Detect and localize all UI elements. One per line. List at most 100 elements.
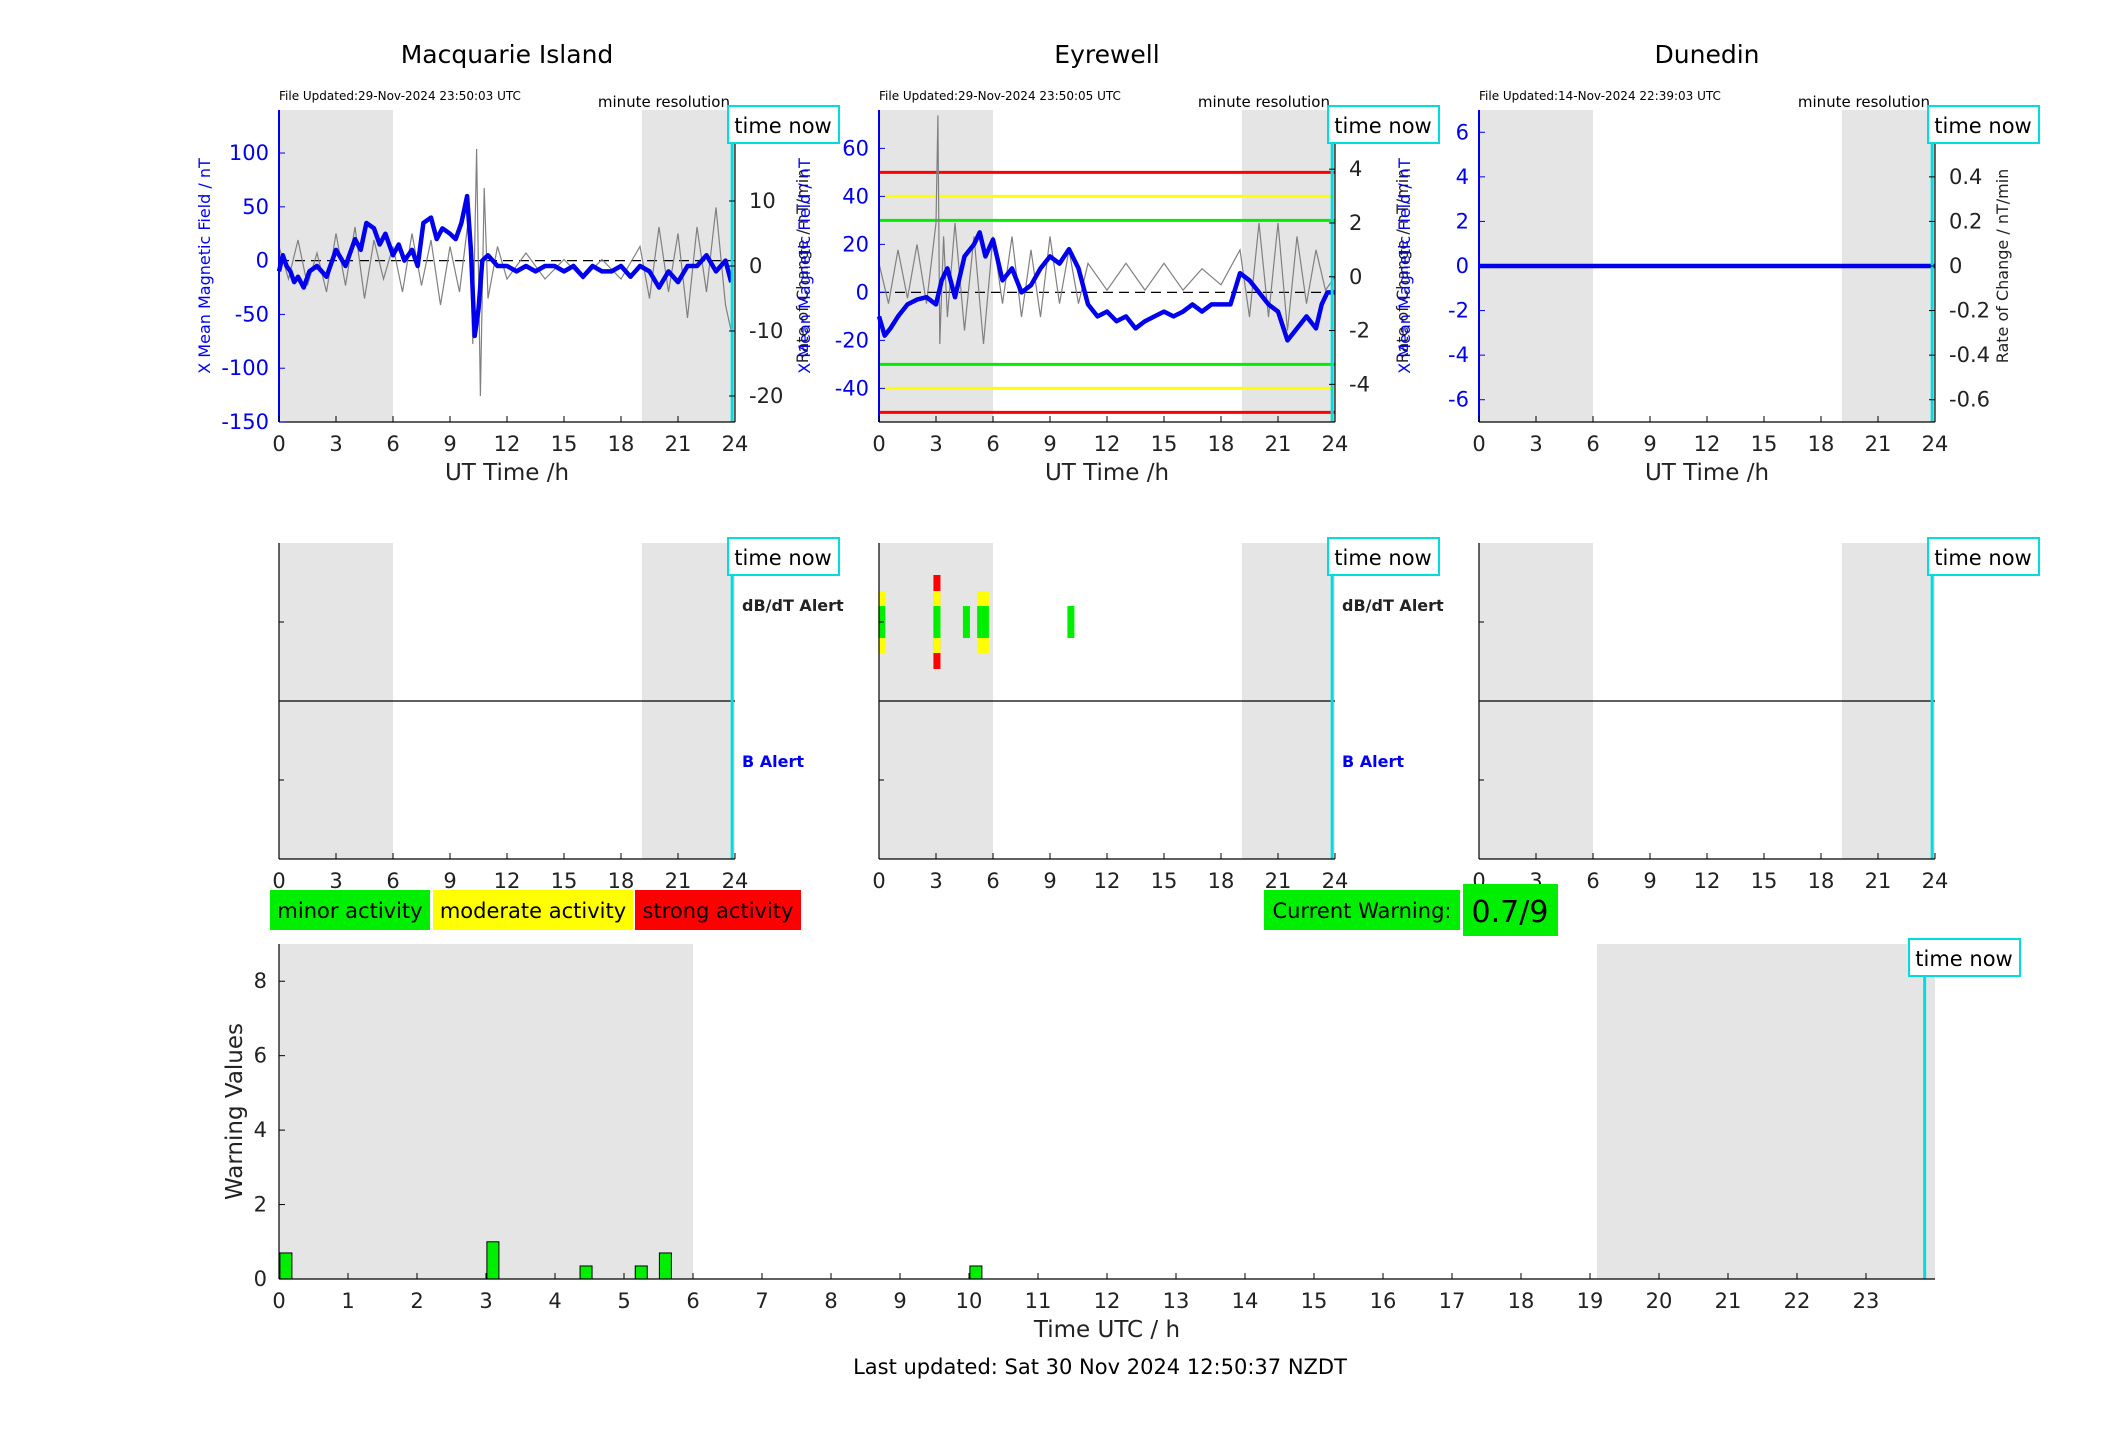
x-tick-label: 9 — [1643, 869, 1656, 893]
y-axis-label: Warning Values — [222, 1023, 248, 1200]
x-tick-label: 12 — [1694, 432, 1721, 456]
time-now-label: time now — [1934, 114, 2031, 138]
y-tick-label: 6 — [254, 1044, 267, 1068]
legend-swatch — [270, 890, 430, 930]
night-shade-band — [279, 110, 393, 422]
y-left-tick-label: -2 — [1448, 299, 1469, 323]
x-tick-label: 9 — [443, 869, 456, 893]
x-tick-label: 9 — [443, 432, 456, 456]
time-now-box — [727, 105, 840, 144]
x-axis-label: UT Time /h — [1045, 460, 1169, 486]
time-now-label: time now — [1334, 546, 1431, 570]
time-now-label: time now — [1915, 947, 2012, 971]
x-tick-label: 12 — [1094, 432, 1121, 456]
resolution-label: minute resolution — [1198, 93, 1330, 111]
x-tick-label: 20 — [1646, 1289, 1673, 1313]
y-left-tick-label: -40 — [835, 376, 869, 400]
night-shade-band — [1241, 110, 1335, 422]
x-tick-label: 12 — [494, 432, 521, 456]
current-warning-value-box — [1463, 884, 1558, 936]
y-right-tick-label: 2 — [1349, 211, 1362, 235]
x-tick-label: 15 — [551, 869, 578, 893]
x-tick-label: 12 — [1094, 1289, 1121, 1313]
dbdt-alert-label: dB/dT Alert — [1342, 596, 1444, 615]
y-right-tick-label: -20 — [749, 384, 783, 408]
time-now-label: time now — [1934, 546, 2031, 570]
y-tick-label: 4 — [254, 1118, 267, 1142]
resolution-label: minute resolution — [1798, 93, 1930, 111]
y-tick-label: 2 — [254, 1193, 267, 1217]
y-left-tick-label: -6 — [1448, 388, 1469, 412]
x-tick-label: 21 — [1865, 869, 1892, 893]
y-left-tick-label: -4 — [1448, 343, 1469, 367]
time-now-label: time now — [734, 114, 831, 138]
x-axis-label: UT Time /h — [445, 460, 569, 486]
y-right-axis-label: Rate of Change / nT/min — [1393, 169, 1412, 364]
time-now-box — [1927, 537, 2040, 576]
y-left-tick-label: 2 — [1456, 209, 1469, 233]
time-now-label: time now — [1334, 114, 1431, 138]
y-left-tick-label: -50 — [235, 302, 269, 326]
time-now-box — [1327, 105, 1440, 144]
x-tick-label: 21 — [665, 869, 692, 893]
y-left-tick-label: 4 — [1456, 165, 1469, 189]
x-tick-label: 6 — [386, 869, 399, 893]
x-tick-label: 11 — [1025, 1289, 1052, 1313]
y-right-tick-label: 0.4 — [1949, 165, 1982, 189]
x-tick-label: 9 — [1043, 432, 1056, 456]
warning-bar — [634, 1265, 648, 1280]
x-tick-label: 1 — [341, 1289, 354, 1313]
y-right-tick-label: -0.4 — [1949, 343, 1990, 367]
x-tick-label: 18 — [1808, 869, 1835, 893]
x-tick-label: 9 — [1643, 432, 1656, 456]
x-tick-label: 3 — [479, 1289, 492, 1313]
time-now-box — [1327, 537, 1440, 576]
legend-swatch — [635, 890, 801, 930]
y-left-tick-label: 60 — [842, 136, 869, 160]
station-title: Dunedin — [1655, 40, 1760, 69]
x-tick-label: 6 — [986, 869, 999, 893]
x-tick-label: 15 — [551, 432, 578, 456]
x-tick-label: 12 — [494, 869, 521, 893]
file-updated-label: File Updated:29-Nov-2024 23:50:03 UTC — [279, 89, 521, 103]
x-axis-label: Time UTC / h — [1033, 1317, 1180, 1343]
x-tick-label: 22 — [1784, 1289, 1811, 1313]
x-tick-label: 4 — [548, 1289, 561, 1313]
y-right-tick-label: 10 — [749, 189, 776, 213]
x-tick-label: 15 — [1751, 432, 1778, 456]
y-left-axis-label: X Mean Magnetic Field / nT — [1395, 158, 1414, 374]
warning-bar — [579, 1265, 593, 1280]
station-title: Macquarie Island — [401, 40, 614, 69]
x-tick-label: 0 — [872, 869, 885, 893]
file-updated-label: File Updated:29-Nov-2024 23:50:05 UTC — [879, 89, 1121, 103]
field-series — [276, 193, 734, 339]
y-left-tick-label: 20 — [842, 232, 869, 256]
current-warning-value: 0.7/9 — [1472, 895, 1549, 930]
y-right-tick-label: -0.2 — [1949, 299, 1990, 323]
x-tick-label: 8 — [824, 1289, 837, 1313]
x-tick-label: 6 — [1586, 432, 1599, 456]
x-tick-label: 17 — [1439, 1289, 1466, 1313]
x-tick-label: 24 — [1922, 869, 1949, 893]
y-left-axis-label: X Mean Magnetic Field / nT — [795, 158, 814, 374]
b-alert-label: B Alert — [1342, 752, 1404, 771]
y-left-tick-label: 100 — [229, 141, 269, 165]
y-right-tick-label: -10 — [749, 319, 783, 343]
x-tick-label: 13 — [1163, 1289, 1190, 1313]
x-tick-label: 6 — [686, 1289, 699, 1313]
time-now-box — [727, 537, 840, 576]
field-series — [876, 230, 1335, 343]
x-tick-label: 15 — [1301, 1289, 1328, 1313]
y-right-axis-label: Rate of Change / nT/min — [793, 169, 812, 364]
x-tick-label: 18 — [608, 432, 635, 456]
x-tick-label: 18 — [1508, 1289, 1535, 1313]
night-shade-band — [279, 944, 693, 1279]
y-right-tick-label: -4 — [1349, 372, 1370, 396]
x-tick-label: 3 — [329, 432, 342, 456]
last-updated-label: Last updated: Sat 30 Nov 2024 12:50:37 N… — [853, 1355, 1347, 1379]
night-shade-band — [1596, 944, 1935, 1279]
y-right-axis-label: Rate of Change / nT/min — [1993, 169, 2012, 364]
legend-label: moderate activity — [440, 899, 626, 923]
dbdt-alert-minor-band — [962, 606, 970, 638]
